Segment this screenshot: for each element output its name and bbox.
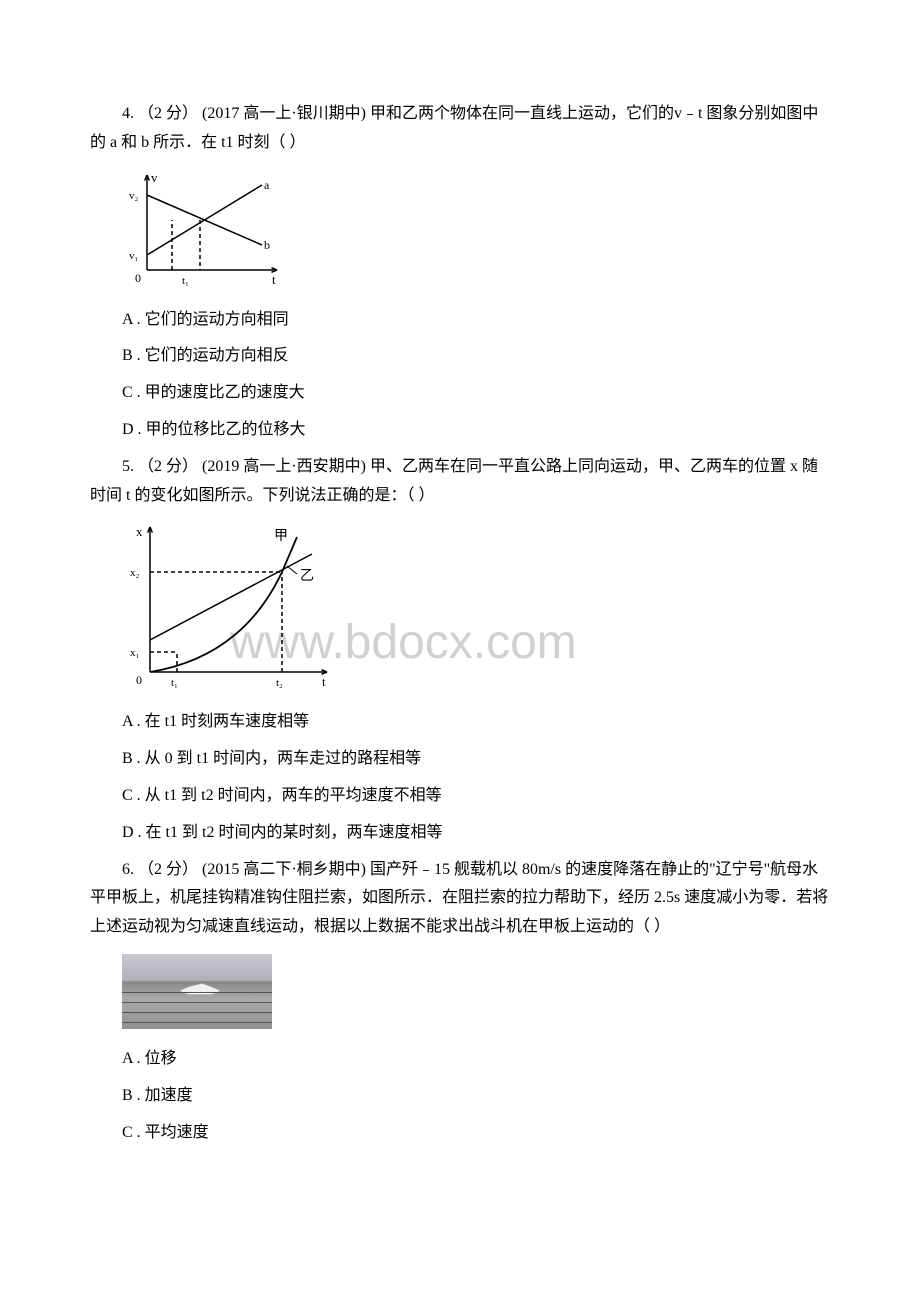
svg-text:b: b <box>264 238 270 252</box>
svg-text:x₁: x₁ <box>130 647 140 659</box>
q5-xt-graph: x t 0 甲乙 x₁ x₂ t₁ t₂ <box>122 522 332 692</box>
svg-text:t: t <box>272 272 276 287</box>
q6-carrier-photo <box>122 954 272 1029</box>
svg-text:x₂: x₂ <box>130 567 140 579</box>
svg-text:乙: 乙 <box>300 568 314 584</box>
q4-option-a: A . 它们的运动方向相同 <box>90 306 830 335</box>
q5-option-b: B . 从 0 到 t1 时间内，两车走过的路程相等 <box>90 745 830 774</box>
svg-text:v₁: v₁ <box>129 250 139 262</box>
svg-text:v₂: v₂ <box>129 190 139 202</box>
svg-text:t₂: t₂ <box>276 677 283 689</box>
q5-option-d: D . 在 t1 到 t2 时间内的某时刻，两车速度相等 <box>90 819 830 848</box>
q6-option-c: C . 平均速度 <box>90 1119 830 1148</box>
svg-text:v: v <box>151 170 158 185</box>
q4-option-c: C . 甲的速度比乙的速度大 <box>90 379 830 408</box>
q4-option-d: D . 甲的位移比乙的位移大 <box>90 416 830 445</box>
q4-vt-graph: v t 0 a b v₁ v₂ t₁ <box>122 170 282 290</box>
q6-option-a: A . 位移 <box>90 1045 830 1074</box>
svg-text:t₁: t₁ <box>171 677 178 689</box>
q5-option-a: A . 在 t1 时刻两车速度相等 <box>90 708 830 737</box>
q5-figure: x t 0 甲乙 x₁ x₂ t₁ t₂ <box>122 522 830 692</box>
svg-text:0: 0 <box>136 673 142 687</box>
svg-text:t: t <box>322 674 326 689</box>
q4-option-b: B . 它们的运动方向相反 <box>90 342 830 371</box>
q6-text: 6. （2 分） (2015 高二下·桐乡期中) 国产歼﹣15 舰载机以 80m… <box>90 856 830 942</box>
svg-text:x: x <box>136 524 143 539</box>
svg-text:0: 0 <box>135 271 141 285</box>
q4-figure: v t 0 a b v₁ v₂ t₁ <box>122 170 830 290</box>
q5-option-c: C . 从 t1 到 t2 时间内，两车的平均速度不相等 <box>90 782 830 811</box>
jet-icon <box>180 980 220 998</box>
q4-text: 4. （2 分） (2017 高一上·银川期中) 甲和乙两个物体在同一直线上运动… <box>90 100 830 158</box>
svg-text:t₁: t₁ <box>182 275 189 287</box>
svg-text:a: a <box>264 178 270 192</box>
q6-option-b: B . 加速度 <box>90 1082 830 1111</box>
q5-text: 5. （2 分） (2019 高一上·西安期中) 甲、乙两车在同一平直公路上同向… <box>90 453 830 511</box>
svg-text:甲: 甲 <box>274 529 288 544</box>
